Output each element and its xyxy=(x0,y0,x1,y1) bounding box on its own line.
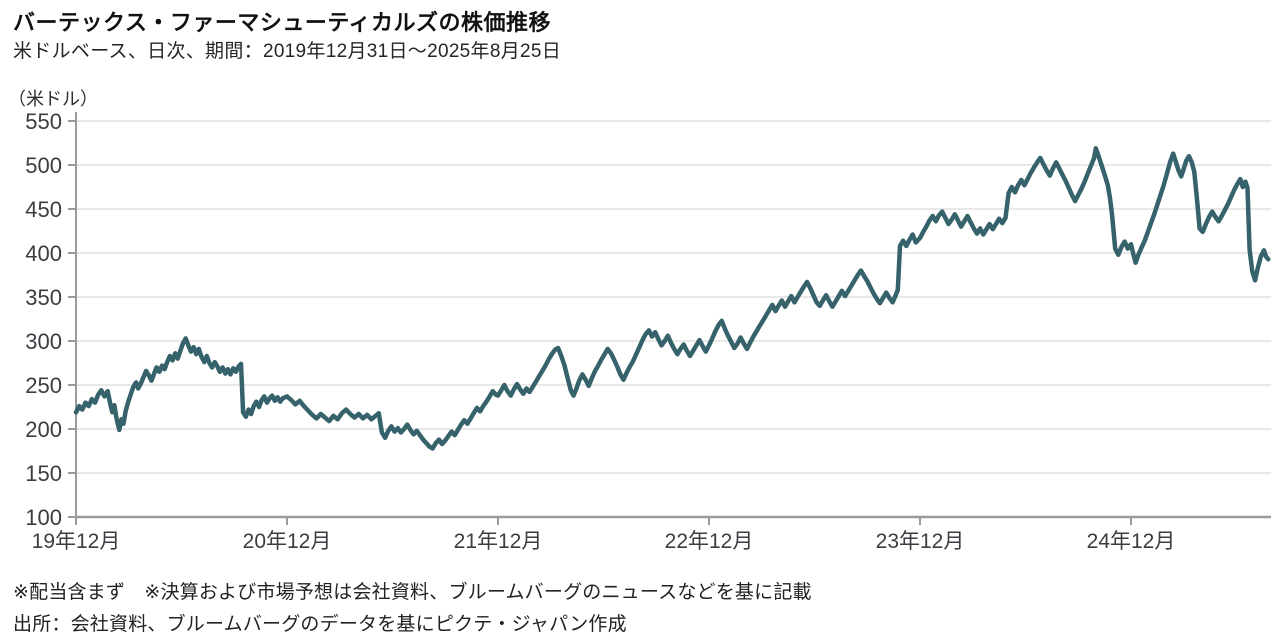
y-tick-label: 150 xyxy=(25,461,62,486)
y-tick-label: 250 xyxy=(25,373,62,398)
footnote: ※配当含まず ※決算および市場予想は会社資料、ブルームバーグのニュースなどを基に… xyxy=(13,582,812,603)
x-tick-label: 21年12月 xyxy=(454,530,543,553)
x-tick-label: 24年12月 xyxy=(1087,530,1176,553)
source-note: 出所：会社資料、ブルームバーグのデータを基にピクテ・ジャパン作成 xyxy=(13,614,627,635)
y-tick-label: 100 xyxy=(25,505,62,530)
y-axis-unit-label: （米ドル） xyxy=(8,89,98,109)
chart-subtitle: 米ドルベース、日次、期間：2019年12月31日～2025年8月25日 xyxy=(13,41,562,62)
y-tick-label: 400 xyxy=(25,241,62,266)
y-tick-label: 200 xyxy=(25,417,62,442)
y-tick-label: 300 xyxy=(25,329,62,354)
y-tick-label: 450 xyxy=(25,197,62,222)
chart-title: バーテックス・ファーマシューティカルズの株価推移 xyxy=(13,10,552,35)
x-tick-label: 20年12月 xyxy=(243,530,332,553)
x-tick-label: 22年12月 xyxy=(665,530,754,553)
price-line xyxy=(73,146,1271,451)
y-tick-label: 550 xyxy=(25,109,62,134)
y-tick-label: 500 xyxy=(25,153,62,178)
x-tick-label: 23年12月 xyxy=(876,530,965,553)
x-tick-label: 19年12月 xyxy=(32,530,121,553)
y-tick-label: 350 xyxy=(25,285,62,310)
